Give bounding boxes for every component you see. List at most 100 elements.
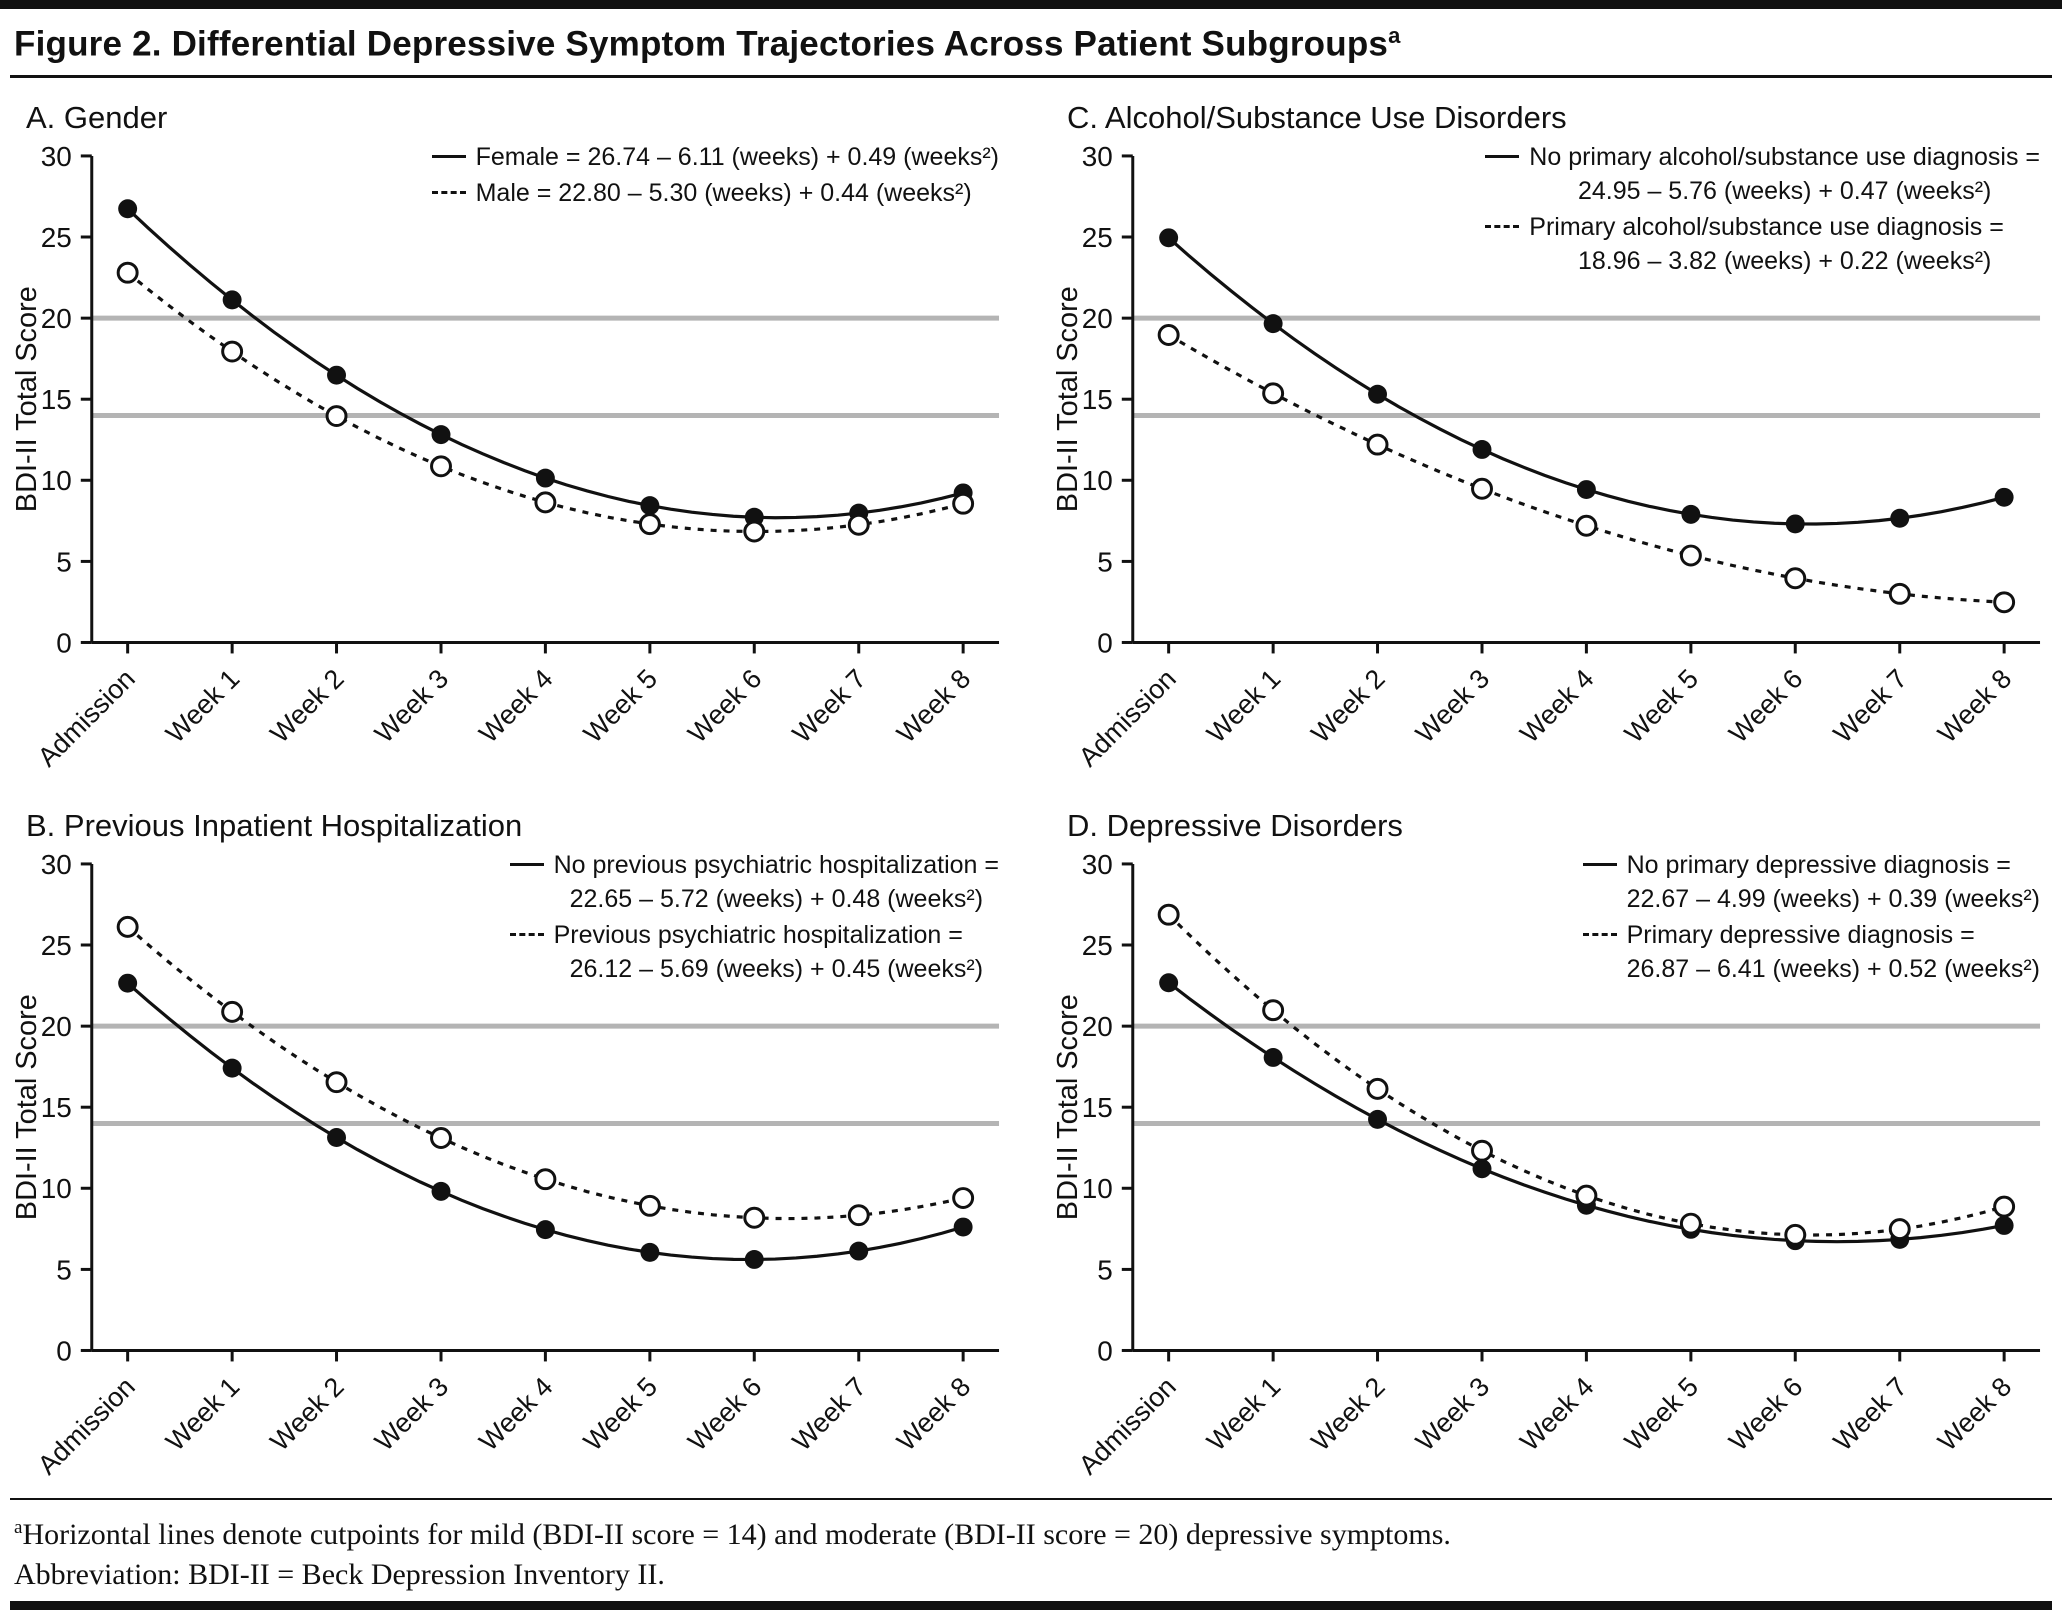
panel-a-title: A. Gender bbox=[26, 99, 168, 135]
data-point bbox=[1888, 582, 1911, 605]
footnote-marker: a bbox=[14, 1516, 23, 1538]
legend-line: 26.12 – 5.69 (weeks) + 0.45 (weeks²) bbox=[510, 952, 999, 986]
panel-c-series-1 bbox=[1159, 227, 2014, 534]
data-point bbox=[952, 492, 975, 515]
x-tick-label: Week 4 bbox=[473, 663, 558, 748]
data-point bbox=[1472, 1158, 1492, 1178]
data-point bbox=[1262, 382, 1285, 404]
dashed-line-key-icon bbox=[431, 191, 466, 195]
data-point bbox=[116, 261, 139, 284]
x-tick-label: Week 6 bbox=[682, 663, 767, 748]
legend-text: Primary alcohol/substance use diagnosis … bbox=[1529, 212, 2004, 241]
solid-line-key-icon bbox=[1582, 863, 1617, 867]
y-axis-title: BDI-II Total Score bbox=[12, 286, 43, 512]
panel-b-legend: No previous psychiatric hospitalization … bbox=[509, 848, 999, 988]
footnotes: aHorizontal lines denote cutpoints for m… bbox=[14, 1508, 2052, 1595]
panel-d: D. Depressive Disorders 0 5 10 15 20 25 30 BDI-… bbox=[1053, 790, 2050, 1492]
data-point bbox=[1263, 1047, 1283, 1067]
y-tick-label: 25 bbox=[1082, 930, 1113, 961]
data-point bbox=[431, 424, 451, 444]
abbreviation-line: Abbreviation: BDI-II = Beck Depression I… bbox=[14, 1557, 665, 1591]
data-point bbox=[849, 1241, 869, 1261]
legend-line: No previous psychiatric hospitalization … bbox=[509, 848, 999, 882]
x-tick-label: Week 1 bbox=[1201, 663, 1286, 748]
solid-line-key-icon bbox=[431, 155, 466, 159]
y-tick-label: 10 bbox=[41, 1173, 72, 1204]
data-point bbox=[430, 1126, 452, 1149]
x-tick-label: Week 4 bbox=[1514, 663, 1599, 748]
data-point bbox=[1681, 504, 1701, 524]
panel-b: B. Previous Inpatient Hospitalization 0 5… bbox=[12, 790, 1009, 1492]
data-point bbox=[327, 1127, 346, 1147]
x-tick-label: Week 1 bbox=[1201, 1371, 1286, 1456]
legend-text: Primary depressive diagnosis = bbox=[1626, 920, 1975, 949]
panel-c-legend: No primary alcohol/substance use diagnos… bbox=[1485, 140, 2040, 280]
legend-line: 18.96 – 3.82 (weeks) + 0.22 (weeks²) bbox=[1485, 244, 2040, 278]
data-point bbox=[1262, 998, 1285, 1021]
y-tick-label: 15 bbox=[1082, 1092, 1113, 1123]
data-point bbox=[638, 512, 661, 535]
data-point bbox=[743, 520, 766, 543]
legend-entry: Female = 26.74 – 6.11 (weeks) + 0.49 (we… bbox=[431, 140, 999, 174]
legend-line: Previous psychiatric hospitalization = bbox=[509, 918, 999, 952]
data-point bbox=[118, 973, 138, 993]
legend-text: No primary alcohol/substance use diagnos… bbox=[1529, 142, 2040, 171]
data-point bbox=[1368, 1109, 1387, 1129]
legend-entry: Previous psychiatric hospitalization = 26… bbox=[509, 918, 999, 986]
data-point bbox=[1890, 508, 1910, 528]
y-tick-label: 5 bbox=[56, 1254, 72, 1285]
y-tick-label: 0 bbox=[56, 1335, 72, 1366]
x-tick-label: Week 4 bbox=[473, 1371, 558, 1456]
y-tick-label: 10 bbox=[41, 465, 72, 496]
figure-title-superscript: a bbox=[1388, 23, 1401, 48]
legend-text: 22.65 – 5.72 (weeks) + 0.48 (weeks²) bbox=[569, 884, 984, 913]
y-tick-label: 0 bbox=[1097, 627, 1113, 658]
panel-b-title: B. Previous Inpatient Hospitalization bbox=[26, 807, 523, 843]
dashed-line-key-icon bbox=[1582, 933, 1617, 937]
data-point bbox=[534, 491, 557, 514]
data-point bbox=[1679, 544, 1702, 567]
x-tick-label: Admission bbox=[32, 663, 141, 772]
data-point bbox=[1575, 1184, 1598, 1207]
panel-b-chart: 0 5 10 15 20 25 30 BDI-II Total Score Admission W… bbox=[12, 844, 1009, 1492]
data-point bbox=[640, 1242, 660, 1262]
top-rule bbox=[0, 0, 2062, 9]
data-point bbox=[1785, 514, 1805, 534]
legend-line: Male = 22.80 – 5.30 (weeks) + 0.44 (week… bbox=[431, 176, 999, 210]
legend-entry: No previous psychiatric hospitalization … bbox=[509, 848, 999, 916]
data-point bbox=[1368, 384, 1387, 404]
x-tick-label: Week 6 bbox=[1723, 663, 1808, 748]
y-tick-label: 20 bbox=[1082, 1011, 1113, 1042]
y-axis: 0 5 10 15 20 25 30 BDI-II Total Score bbox=[1053, 849, 1135, 1366]
x-tick-label: Week 3 bbox=[1410, 663, 1495, 748]
y-tick-label: 20 bbox=[41, 303, 72, 334]
x-tick-label: Week 1 bbox=[160, 1371, 245, 1456]
legend-entry: No primary alcohol/substance use diagnos… bbox=[1485, 140, 2040, 208]
data-point bbox=[1994, 487, 2014, 507]
y-tick-label: 30 bbox=[41, 849, 72, 880]
legend-line: Female = 26.74 – 6.11 (weeks) + 0.49 (we… bbox=[431, 140, 999, 174]
data-point bbox=[1993, 1195, 2016, 1218]
x-tick-label: Admission bbox=[1073, 1371, 1182, 1480]
y-tick-label: 5 bbox=[1097, 1254, 1113, 1285]
x-tick-label: Week 4 bbox=[1514, 1371, 1599, 1456]
y-tick-label: 30 bbox=[41, 141, 72, 172]
y-tick-label: 15 bbox=[41, 384, 72, 415]
data-point bbox=[847, 513, 870, 536]
legend-line: 26.87 – 6.41 (weeks) + 0.52 (weeks²) bbox=[1583, 952, 2040, 986]
data-point bbox=[431, 1181, 451, 1201]
data-point bbox=[1159, 227, 1179, 247]
data-point bbox=[1994, 1215, 2014, 1235]
panel-a-series-2 bbox=[116, 261, 975, 543]
data-point bbox=[847, 1203, 870, 1226]
x-tick-label: Admission bbox=[1073, 663, 1182, 772]
x-tick-label: Week 7 bbox=[787, 1371, 872, 1456]
data-point bbox=[325, 404, 348, 427]
x-tick-label: Week 3 bbox=[369, 663, 454, 748]
y-tick-label: 30 bbox=[1082, 141, 1113, 172]
